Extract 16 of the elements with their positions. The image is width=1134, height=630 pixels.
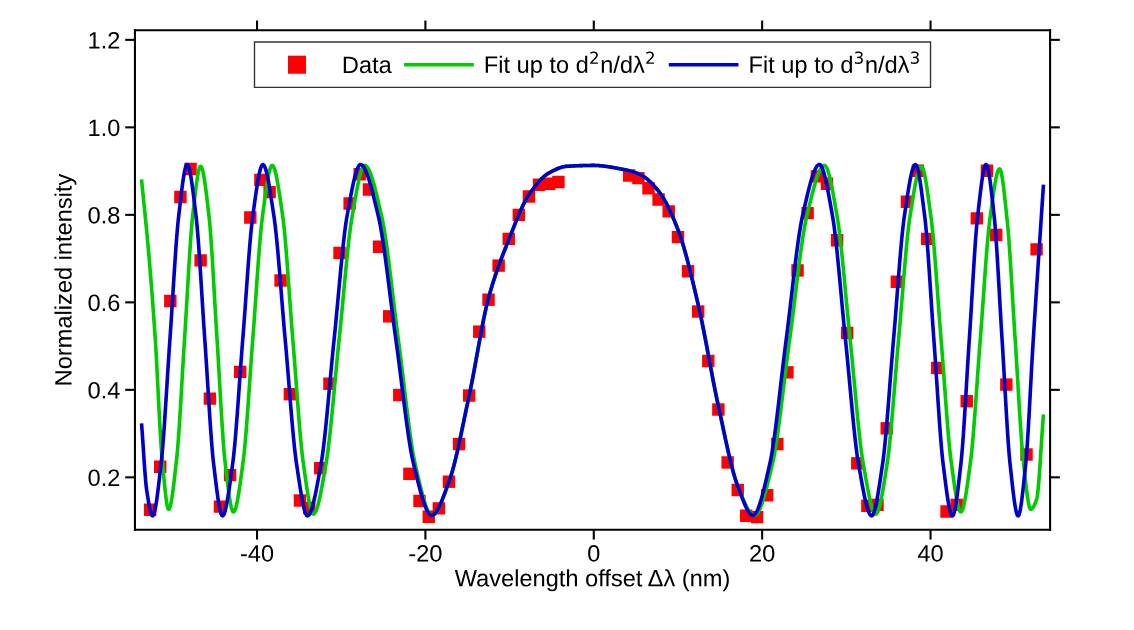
y-tick-label: 1.0 (89, 119, 120, 137)
legend-label: Fit up to d$^{3}$n/dλ$^{3}$ (750, 51, 919, 78)
y-tick-label: 0.4 (88, 381, 120, 399)
x-tick-label: 20 (750, 545, 775, 562)
y-tick-label: 0.6 (88, 294, 120, 312)
legend-label: Data (343, 56, 392, 74)
x-tick-label: -20 (409, 545, 442, 562)
y-tick-label: 1.2 (89, 31, 120, 49)
y-tick-label: 0.8 (88, 206, 120, 224)
legend-label: Fit up to d$^{2}$n/dλ$^{2}$ (485, 51, 654, 78)
x-axis-title: Wavelength offset Δλ (nm) (454, 569, 729, 592)
y-tick-label: 0.2 (88, 469, 120, 487)
x-tick-label: 40 (917, 545, 943, 562)
x-tick-label: -40 (241, 545, 274, 562)
x-tick-label: 0 (588, 545, 600, 562)
y-axis-title: Normalized intensity (54, 173, 77, 385)
